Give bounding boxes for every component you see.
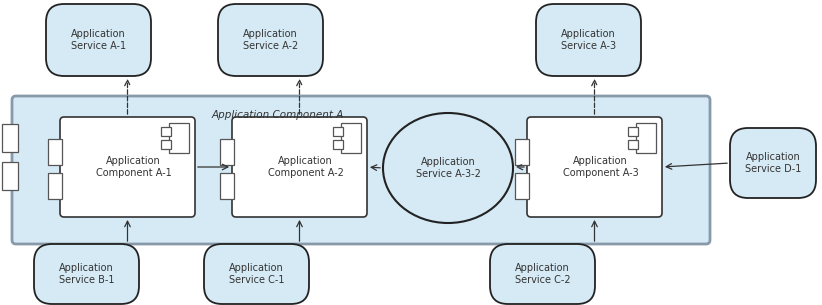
Text: Application
Service C-2: Application Service C-2 [515, 263, 570, 285]
Bar [48, 173, 62, 199]
Bar [333, 140, 343, 149]
Bar [2, 162, 18, 190]
Text: Application
Service D-1: Application Service D-1 [745, 152, 801, 174]
Bar [515, 139, 529, 165]
Text: Application
Component A-3: Application Component A-3 [562, 156, 639, 178]
Text: Application
Service A-3: Application Service A-3 [561, 29, 616, 51]
Bar [220, 139, 234, 165]
Text: Application
Service C-1: Application Service C-1 [229, 263, 284, 285]
Text: Application
Component A-2: Application Component A-2 [268, 156, 344, 178]
Text: Application Component A: Application Component A [212, 110, 344, 120]
Text: Application
Service A-1: Application Service A-1 [71, 29, 126, 51]
Text: Application
Service A-3-2: Application Service A-3-2 [416, 157, 480, 179]
Bar [48, 139, 62, 165]
FancyBboxPatch shape [46, 4, 151, 76]
Bar [628, 140, 638, 149]
Bar [161, 127, 171, 136]
Bar [2, 124, 18, 152]
Bar [515, 173, 529, 199]
FancyBboxPatch shape [204, 244, 309, 304]
Text: Application
Service A-2: Application Service A-2 [242, 29, 298, 51]
FancyBboxPatch shape [218, 4, 323, 76]
Bar [628, 127, 638, 136]
Bar [636, 123, 656, 153]
Text: Application
Service B-1: Application Service B-1 [58, 263, 114, 285]
FancyBboxPatch shape [490, 244, 595, 304]
Bar [220, 173, 234, 199]
Bar [161, 140, 171, 149]
FancyBboxPatch shape [34, 244, 139, 304]
FancyBboxPatch shape [536, 4, 641, 76]
FancyBboxPatch shape [232, 117, 367, 217]
FancyBboxPatch shape [527, 117, 662, 217]
Bar [169, 123, 189, 153]
Text: Application
Component A-1: Application Component A-1 [95, 156, 171, 178]
FancyBboxPatch shape [730, 128, 816, 198]
Bar [333, 127, 343, 136]
Ellipse shape [383, 113, 513, 223]
FancyBboxPatch shape [60, 117, 195, 217]
FancyBboxPatch shape [12, 96, 710, 244]
Bar [341, 123, 361, 153]
